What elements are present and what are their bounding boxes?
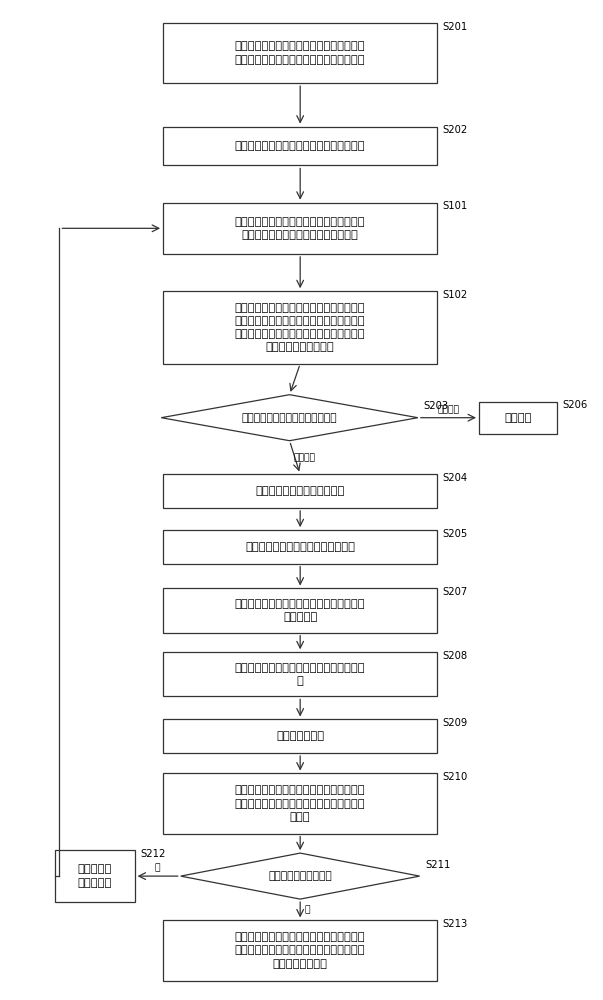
Bar [163,773,437,834]
Text: 选中集群中的一个节点或部分节点，启动升
级程序；集群中的各节点之间冗余互备: 选中集群中的一个节点或部分节点，启动升 级程序；集群中的各节点之间冗余互备 [235,217,365,240]
Text: S205: S205 [443,529,468,539]
Text: S206: S206 [562,400,587,410]
Text: 确定所有节点都安装部署完成新程序，统一
切换到运行新动态库，卸载旧动态库，切换
到新业务逻辑运行: 确定所有节点都安装部署完成新程序，统一 切换到运行新动态库，卸载旧动态库，切换 … [235,932,365,969]
Text: 根据升级安装包安装新程序到程序区: 根据升级安装包安装新程序到程序区 [245,542,355,552]
Bar [163,23,437,83]
Text: 通过管理界面或安全外壳协议上传升级安装
包到任一节点；升级安装包用于软件的升级: 通过管理界面或安全外壳协议上传升级安装 包到任一节点；升级安装包用于软件的升级 [235,41,365,65]
Bar [163,530,437,564]
Text: 否: 否 [155,864,160,873]
Text: 升级程序脱离集群进行软件或硬件的升级，
除选中的节点之外的其它节点接管选中的节
点的业务并对外提供服务，客户端多路径软
件完成切换到其他节点: 升级程序脱离集群进行软件或硬件的升级， 除选中的节点之外的其它节点接管选中的节 … [235,303,365,352]
Text: S210: S210 [443,772,468,782]
Text: S213: S213 [443,919,468,929]
Bar [163,588,437,633]
Text: 升级程序关闭所有运行中程序: 升级程序关闭所有运行中程序 [256,486,345,496]
Text: S204: S204 [443,473,468,483]
Text: 是: 是 [305,905,310,914]
Text: 重启选中的节点: 重启选中的节点 [276,731,324,741]
Text: S203: S203 [423,401,448,411]
Bar [163,203,437,254]
Text: 升级程序校验升级安装包的完整性: 升级程序校验升级安装包的完整性 [242,413,337,423]
Text: 结束升级: 结束升级 [504,413,532,423]
Text: S208: S208 [443,651,468,661]
Text: 任一节点将升级安装包分发给其他各个节点: 任一节点将升级安装包分发给其他各个节点 [235,141,365,151]
Text: 用升级安装包中的新操作系统镜像覆盖旧操
作系统镜像: 用升级安装包中的新操作系统镜像覆盖旧操 作系统镜像 [235,599,365,622]
Bar [163,474,437,508]
Polygon shape [161,395,418,441]
Text: 运行新操作系统和新程序，加载程序区的新
动态库和旧动态库，运行旧动态库兼容旧业
务逻辑: 运行新操作系统和新程序，加载程序区的新 动态库和旧动态库，运行旧动态库兼容旧业 … [235,785,365,822]
Bar [55,850,134,902]
Text: S207: S207 [443,587,468,597]
Text: S211: S211 [425,860,450,870]
Bar [163,291,437,364]
Text: S202: S202 [443,125,468,135]
Text: 将程序区的原动态库进行备份，作为旧动态
库: 将程序区的原动态库进行备份，作为旧动态 库 [235,663,365,686]
Bar [163,719,437,753]
Text: 校验成功: 校验成功 [294,453,316,462]
Text: S212: S212 [140,849,165,859]
Bar [163,920,437,981]
Text: S102: S102 [443,290,468,300]
Text: 校验失败: 校验失败 [437,405,459,414]
Polygon shape [181,853,420,899]
Bar [163,652,437,696]
Text: 判断其他节点是否升级: 判断其他节点是否升级 [268,871,332,881]
Text: 切换其他节
点运行升级: 切换其他节 点运行升级 [78,865,112,888]
Bar [163,127,437,165]
Text: S101: S101 [443,201,468,211]
Text: S209: S209 [443,718,468,728]
Text: S201: S201 [443,22,468,32]
Bar [479,402,557,434]
